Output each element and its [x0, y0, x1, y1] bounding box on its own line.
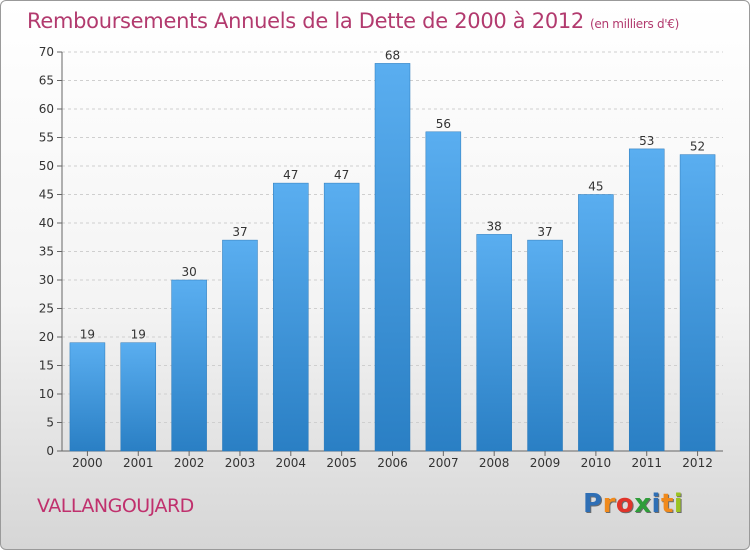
bar-2009 — [527, 239, 563, 452]
y-axis-ticks: 0 5 10 15 20 25 30 35 40 45 50 55 60 65 70 — [39, 45, 62, 458]
data-label-2010: 45 — [588, 180, 603, 194]
bars — [69, 63, 716, 452]
x-tick-label-2003: 2003 — [225, 456, 256, 470]
y-tick-label: 0 — [46, 444, 54, 458]
bar-2007 — [425, 131, 462, 452]
x-tick-label-2004: 2004 — [276, 456, 307, 470]
x-tick-label-2010: 2010 — [581, 456, 612, 470]
bar-2011 — [628, 148, 665, 452]
logo-letter: i — [673, 489, 684, 519]
data-labels: 19 19 30 37 47 47 68 56 38 37 45 53 52 — [80, 48, 705, 341]
data-label-2011: 53 — [639, 134, 654, 148]
x-tick-label-2006: 2006 — [377, 456, 408, 470]
proxiti-logo: Proxiti — [583, 489, 683, 519]
data-label-2009: 37 — [537, 225, 552, 239]
y-tick-label: 65 — [39, 74, 54, 88]
y-tick-label: 10 — [39, 387, 54, 401]
y-tick-label: 45 — [39, 188, 54, 202]
y-tick-label: 15 — [39, 359, 54, 373]
x-tick-label-2011: 2011 — [631, 456, 662, 470]
unit-note: (en milliers d'€) — [590, 17, 680, 31]
bar-2008 — [476, 234, 512, 452]
data-label-2001: 19 — [131, 328, 146, 342]
x-tick-label-2000: 2000 — [72, 456, 103, 470]
bar-2006 — [374, 63, 411, 452]
x-axis-ticks: 2000 2001 2002 2003 2004 2005 2006 2007 2008 2009… — [72, 451, 713, 470]
bar-2012 — [679, 154, 716, 452]
bar-2001 — [120, 342, 157, 452]
bar-2003 — [222, 239, 258, 452]
x-tick-label-2002: 2002 — [174, 456, 205, 470]
data-label-2004: 47 — [283, 168, 298, 182]
y-tick-label: 30 — [39, 273, 54, 287]
y-tick-label: 40 — [39, 216, 54, 230]
y-tick-label: 35 — [39, 245, 54, 259]
logo-letter: P — [583, 489, 603, 519]
data-label-2005: 47 — [334, 168, 349, 182]
data-label-2012: 52 — [690, 140, 705, 154]
logo-letter: i — [651, 489, 661, 519]
data-label-2008: 38 — [487, 219, 502, 233]
y-tick-label: 5 — [46, 416, 54, 430]
logo-letter: o — [615, 489, 635, 519]
data-label-2000: 19 — [80, 328, 95, 342]
data-label-2002: 30 — [181, 265, 196, 279]
y-tick-label: 20 — [39, 330, 54, 344]
y-tick-label: 70 — [39, 45, 54, 59]
x-tick-label-2005: 2005 — [326, 456, 357, 470]
data-label-2006: 68 — [385, 48, 400, 62]
x-tick-label-2008: 2008 — [479, 456, 510, 470]
bar-2000 — [69, 342, 106, 452]
y-tick-label: 55 — [39, 131, 54, 145]
y-tick-label: 25 — [39, 302, 54, 316]
chart-title: Remboursements Annuels de la Dette de 20… — [27, 9, 679, 33]
x-tick-label-2001: 2001 — [123, 456, 154, 470]
bar-2005 — [323, 182, 360, 452]
bar-2004 — [273, 182, 309, 452]
logo-letter: r — [602, 489, 616, 519]
data-label-2003: 37 — [232, 225, 247, 239]
x-tick-label-2012: 2012 — [682, 456, 713, 470]
logo-letter: t — [660, 489, 674, 519]
x-tick-label-2007: 2007 — [428, 456, 459, 470]
x-tick-label-2009: 2009 — [530, 456, 561, 470]
y-tick-label: 50 — [39, 159, 54, 173]
bar-2002 — [171, 279, 207, 452]
logo-letter: x — [634, 489, 652, 519]
bar-2010 — [578, 194, 614, 452]
data-label-2007: 56 — [436, 117, 451, 131]
town-name: VALLANGOUJARD — [37, 495, 194, 517]
title-text: Remboursements Annuels de la Dette de 20… — [27, 9, 584, 33]
y-tick-label: 60 — [39, 102, 54, 116]
